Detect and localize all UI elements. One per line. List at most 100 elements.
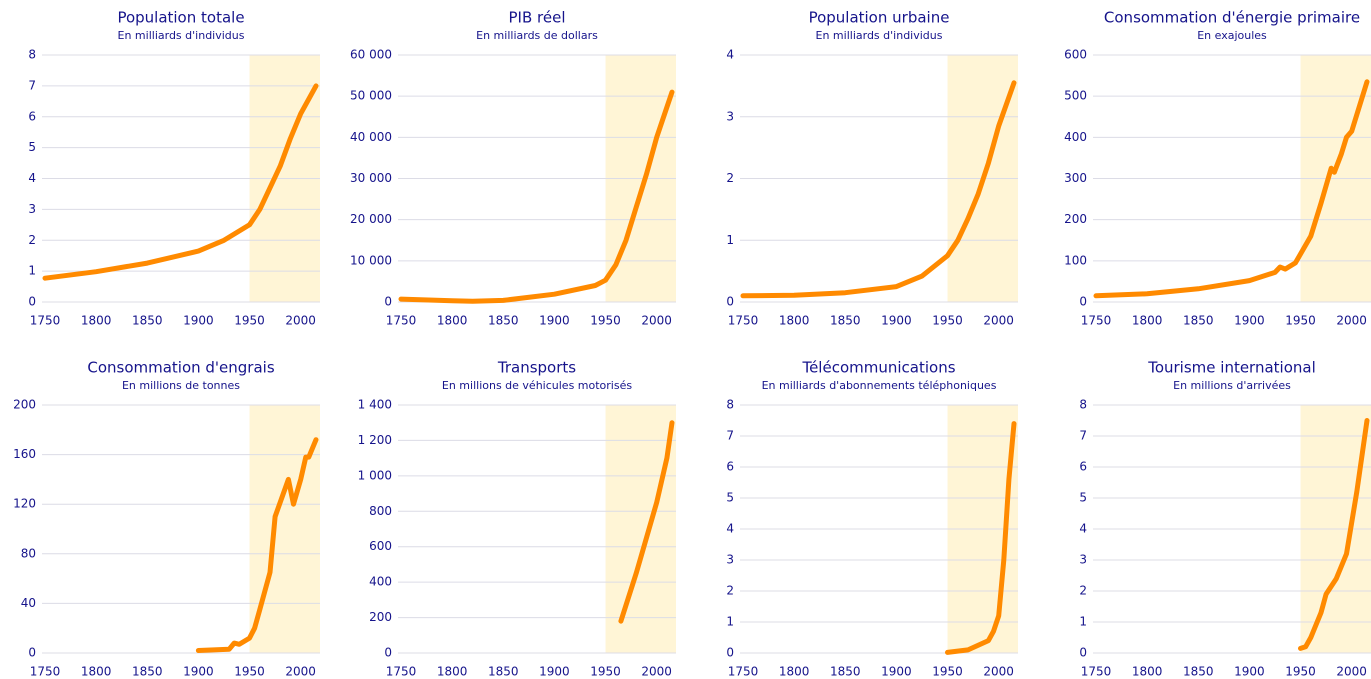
x-tick-label: 1850 xyxy=(488,314,519,328)
y-tick-label: 2 xyxy=(726,171,734,185)
x-tick-label: 1750 xyxy=(728,314,759,328)
y-tick-label: 0 xyxy=(384,295,392,309)
x-tick-label: 1900 xyxy=(1234,314,1265,328)
y-tick-label: 100 xyxy=(1064,253,1087,267)
x-tick-label: 2000 xyxy=(641,314,672,328)
y-tick-label: 8 xyxy=(726,398,734,412)
y-tick-label: 50 000 xyxy=(350,89,392,103)
x-tick-label: 1750 xyxy=(1081,314,1112,328)
y-tick-label: 6 xyxy=(1079,460,1087,474)
x-tick-label: 2000 xyxy=(285,314,316,328)
x-tick-label: 1750 xyxy=(728,665,759,679)
x-tick-label: 1900 xyxy=(539,665,570,679)
y-tick-label: 6 xyxy=(726,460,734,474)
y-tick-label: 3 xyxy=(1079,553,1087,567)
y-tick-label: 8 xyxy=(28,48,36,62)
y-tick-label: 0 xyxy=(28,646,36,660)
x-tick-label: 2000 xyxy=(1336,314,1367,328)
x-tick-label: 1900 xyxy=(881,665,912,679)
y-tick-label: 3 xyxy=(28,202,36,216)
chart-title: PIB réel xyxy=(509,9,566,27)
y-tick-label: 120 xyxy=(13,497,36,511)
y-tick-label: 40 000 xyxy=(350,130,392,144)
chart-subtitle: En milliards d'individus xyxy=(118,29,245,42)
y-tick-label: 4 xyxy=(726,522,734,536)
x-tick-label: 2000 xyxy=(641,665,672,679)
y-tick-label: 40 xyxy=(21,596,36,610)
y-tick-label: 1 400 xyxy=(358,398,392,412)
y-tick-label: 7 xyxy=(726,429,734,443)
chart-subtitle: En millions de véhicules motorisés xyxy=(442,379,632,392)
y-tick-label: 0 xyxy=(1079,295,1087,309)
y-tick-label: 0 xyxy=(726,646,734,660)
y-tick-label: 300 xyxy=(1064,171,1087,185)
chart-subtitle: En millions de tonnes xyxy=(122,379,240,392)
y-tick-label: 8 xyxy=(1079,398,1087,412)
x-tick-label: 1950 xyxy=(1285,314,1316,328)
x-tick-label: 2000 xyxy=(983,665,1014,679)
y-tick-label: 6 xyxy=(28,109,36,123)
y-tick-label: 1 xyxy=(1079,615,1087,629)
y-tick-label: 500 xyxy=(1064,89,1087,103)
y-tick-label: 1 xyxy=(726,615,734,629)
x-tick-label: 1900 xyxy=(183,665,214,679)
y-tick-label: 60 000 xyxy=(350,48,392,62)
x-tick-label: 1850 xyxy=(132,665,163,679)
x-tick-label: 2000 xyxy=(285,665,316,679)
chart-subtitle: En milliards d'abonnements téléphoniques xyxy=(762,379,997,392)
y-tick-label: 200 xyxy=(1064,212,1087,226)
chart-title: Population totale xyxy=(117,9,244,27)
chart-subtitle: En millions d'arrivées xyxy=(1173,379,1291,392)
data-line xyxy=(740,80,1017,299)
x-tick-label: 1800 xyxy=(437,665,468,679)
y-tick-label: 2 xyxy=(28,233,36,247)
y-tick-label: 1 xyxy=(28,264,36,278)
x-tick-label: 1850 xyxy=(132,314,163,328)
y-tick-label: 3 xyxy=(726,109,734,123)
data-line xyxy=(195,437,319,653)
y-tick-label: 5 xyxy=(1079,491,1087,505)
x-tick-label: 1800 xyxy=(437,314,468,328)
y-tick-label: 1 200 xyxy=(358,433,392,447)
y-tick-label: 80 xyxy=(21,546,36,560)
x-tick-label: 1800 xyxy=(779,314,810,328)
x-tick-label: 1750 xyxy=(386,314,417,328)
x-tick-label: 1750 xyxy=(386,665,417,679)
x-tick-label: 1850 xyxy=(830,314,861,328)
y-tick-label: 200 xyxy=(13,398,36,412)
y-tick-label: 0 xyxy=(726,295,734,309)
y-tick-label: 20 000 xyxy=(350,212,392,226)
y-tick-label: 0 xyxy=(384,646,392,660)
y-tick-label: 600 xyxy=(1064,48,1087,62)
y-tick-label: 7 xyxy=(28,78,36,92)
data-line xyxy=(618,420,675,624)
x-tick-label: 1900 xyxy=(183,314,214,328)
x-tick-label: 1750 xyxy=(1081,665,1112,679)
x-tick-label: 1950 xyxy=(234,314,265,328)
x-tick-label: 1850 xyxy=(488,665,519,679)
x-tick-label: 1800 xyxy=(81,665,112,679)
x-tick-label: 1800 xyxy=(81,314,112,328)
y-tick-label: 400 xyxy=(1064,130,1087,144)
y-tick-label: 7 xyxy=(1079,429,1087,443)
data-line xyxy=(1093,79,1370,299)
chart-title: Tourisme international xyxy=(1147,359,1316,377)
chart-title: Transports xyxy=(497,359,576,377)
chart-subtitle: En milliards de dollars xyxy=(476,29,598,42)
y-tick-label: 160 xyxy=(13,447,36,461)
y-tick-label: 400 xyxy=(369,575,392,589)
chart-title: Télécommunications xyxy=(801,359,955,377)
x-tick-label: 1750 xyxy=(30,665,61,679)
x-tick-label: 1950 xyxy=(234,665,265,679)
y-tick-label: 4 xyxy=(1079,522,1087,536)
y-tick-label: 10 000 xyxy=(350,253,392,267)
y-tick-label: 30 000 xyxy=(350,171,392,185)
x-tick-label: 1950 xyxy=(932,665,963,679)
y-tick-label: 0 xyxy=(1079,646,1087,660)
y-tick-label: 2 xyxy=(726,584,734,598)
data-line xyxy=(42,83,319,281)
y-tick-label: 1 xyxy=(726,233,734,247)
x-tick-label: 2000 xyxy=(983,314,1014,328)
y-tick-label: 800 xyxy=(369,504,392,518)
